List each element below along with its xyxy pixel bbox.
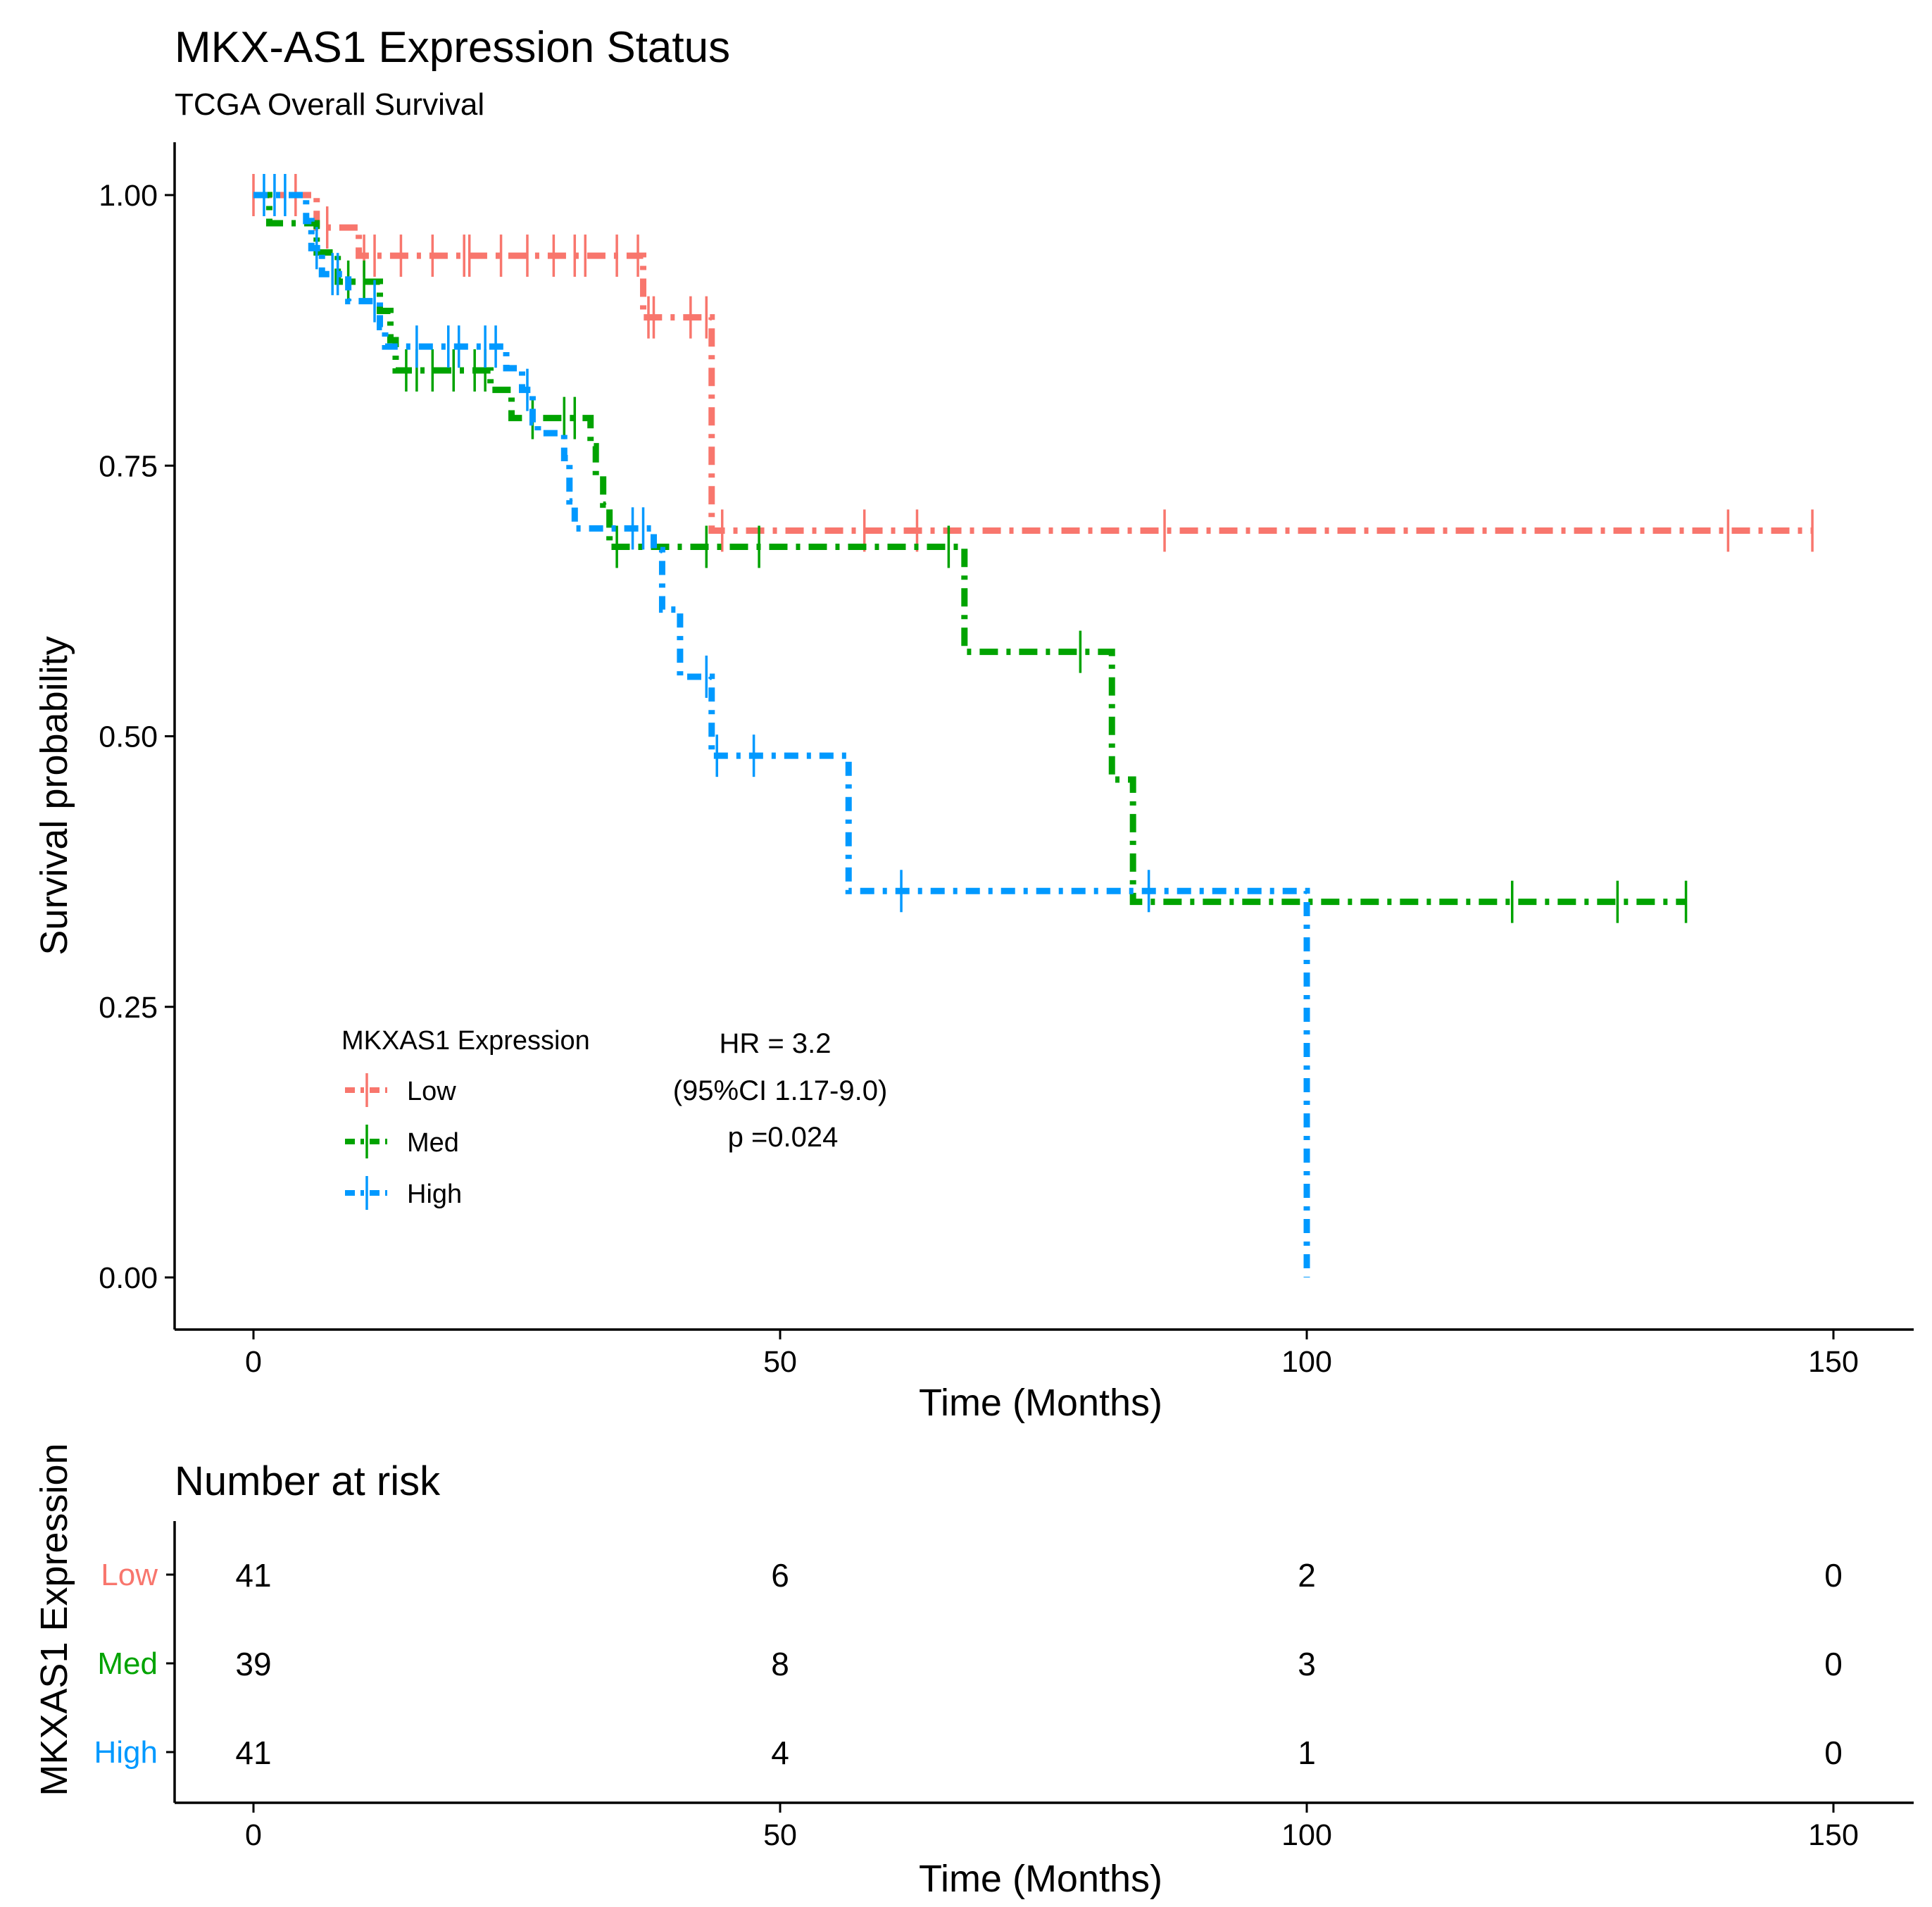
km-y-tick-label-4: 1.00 — [99, 179, 158, 213]
km-y-tick-label-0: 0.00 — [99, 1261, 158, 1295]
risk-count-low-50: 6 — [771, 1557, 789, 1594]
km-y-axis-title: Survival probability — [33, 636, 75, 955]
km-x-axis-title: Time (Months) — [919, 1382, 1162, 1424]
chart-subtitle: TCGA Overall Survival — [175, 87, 484, 122]
km-x-tick-label-2: 100 — [1281, 1345, 1332, 1379]
risk-count-high-50: 4 — [771, 1734, 789, 1771]
hazard-ratio-text: HR = 3.2 — [720, 1028, 832, 1059]
km-series-high — [253, 174, 1310, 1277]
km-curve-high — [253, 192, 1310, 1277]
p-value-text: p =0.024 — [728, 1122, 839, 1153]
legend-item-low: Low — [345, 1073, 456, 1107]
risk-count-med-150: 0 — [1824, 1646, 1843, 1682]
risk-count-low-100: 2 — [1298, 1557, 1316, 1594]
confidence-interval-text: (95%CI 1.17-9.0) — [673, 1075, 888, 1106]
legend-item-high: High — [345, 1176, 462, 1210]
risk-count-med-0: 39 — [235, 1646, 271, 1682]
risk-group-label-low: Low — [101, 1558, 158, 1592]
risk-table-y-axis-title: MKXAS1 Expression — [33, 1443, 75, 1796]
km-x-tick-label-0: 0 — [245, 1345, 262, 1379]
risk-x-tick-label-2: 100 — [1281, 1818, 1332, 1852]
km-y-tick-label-3: 0.75 — [99, 449, 158, 483]
legend-label-low: Low — [407, 1077, 456, 1106]
km-curves — [252, 174, 1814, 1277]
km-axes: 0.00 0.25 0.50 0.75 1.00 0 50 100 150 — [99, 142, 1914, 1379]
hazard-annotation: HR = 3.2 (95%CI 1.17-9.0) p =0.024 — [673, 1028, 888, 1153]
risk-group-label-med: Med — [97, 1646, 158, 1681]
risk-count-low-0: 41 — [235, 1557, 271, 1594]
legend-item-med: Med — [345, 1125, 459, 1158]
risk-x-tick-label-0: 0 — [245, 1818, 262, 1852]
risk-count-med-50: 8 — [771, 1646, 789, 1682]
risk-count-low-150: 0 — [1824, 1557, 1843, 1594]
km-curve-low — [253, 192, 1813, 534]
km-x-tick-label-3: 150 — [1808, 1345, 1859, 1379]
risk-x-tick-label-1: 50 — [763, 1818, 797, 1852]
legend-label-high: High — [407, 1180, 462, 1209]
legend-label-med: Med — [407, 1128, 459, 1158]
risk-table-title: Number at risk — [175, 1458, 441, 1504]
risk-count-high-0: 41 — [235, 1734, 271, 1771]
risk-table-x-axis-title: Time (Months) — [919, 1858, 1162, 1900]
legend-title: MKXAS1 Expression — [341, 1026, 590, 1056]
risk-x-tick-label-3: 150 — [1808, 1818, 1859, 1852]
km-y-tick-label-2: 0.50 — [99, 720, 158, 754]
risk-count-high-150: 0 — [1824, 1734, 1843, 1771]
km-x-tick-label-1: 50 — [763, 1345, 797, 1379]
risk-count-med-100: 3 — [1298, 1646, 1316, 1682]
risk-count-high-100: 1 — [1298, 1734, 1316, 1771]
chart-title: MKX-AS1 Expression Status — [175, 23, 730, 72]
km-y-tick-label-1: 0.25 — [99, 991, 158, 1025]
risk-table: Number at risk MKXAS1 Expression Time (M… — [33, 1443, 1914, 1900]
risk-group-label-high: High — [94, 1735, 158, 1770]
km-legend: MKXAS1 Expression Low Med High — [341, 1026, 590, 1210]
